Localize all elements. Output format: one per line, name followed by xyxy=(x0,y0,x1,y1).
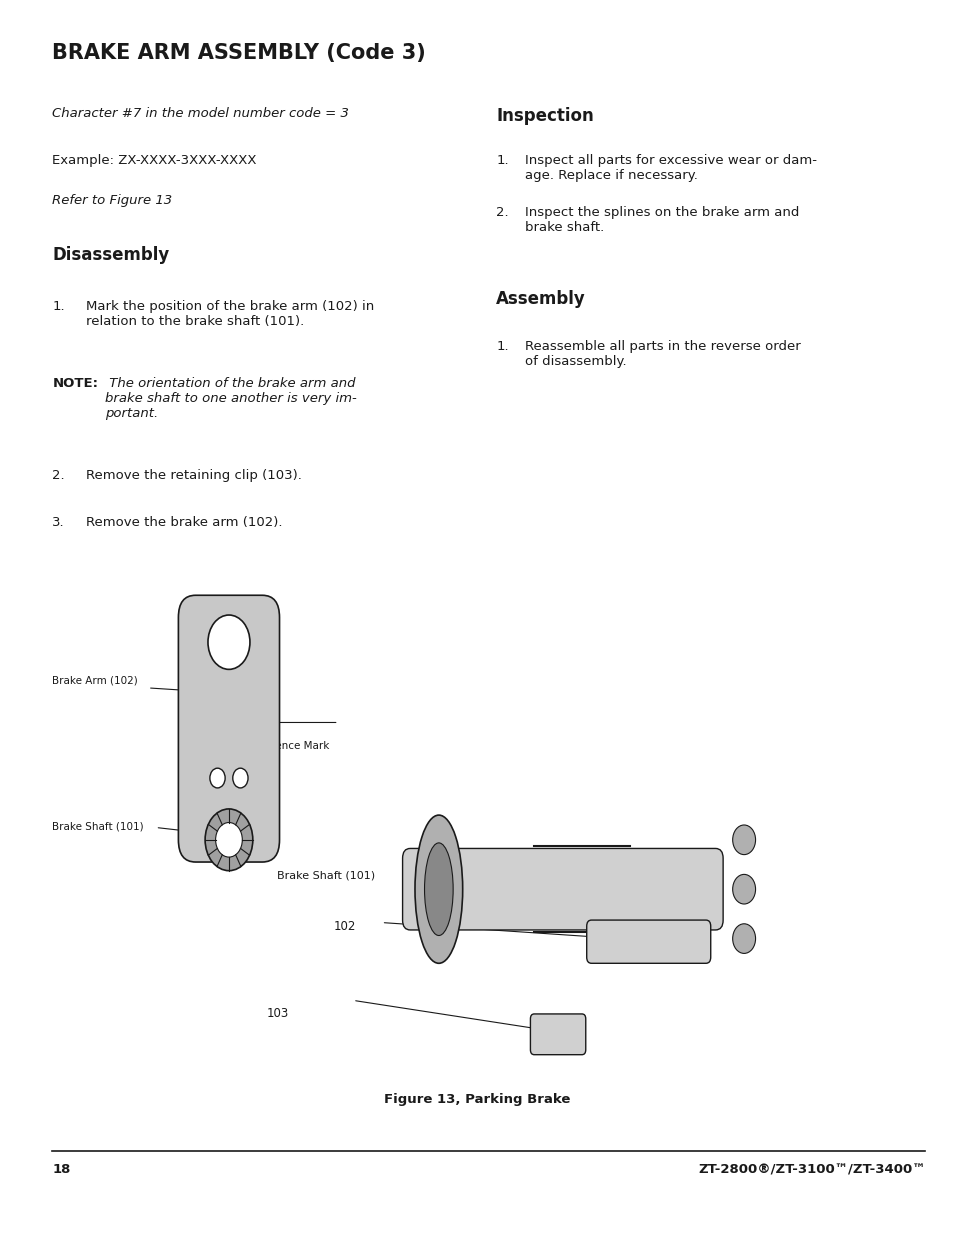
Text: Brake Shaft (101): Brake Shaft (101) xyxy=(52,821,144,831)
Text: Brake Arm (102): Brake Arm (102) xyxy=(52,676,138,685)
Text: 1.: 1. xyxy=(52,300,65,314)
FancyBboxPatch shape xyxy=(178,595,279,862)
Text: Remove the brake arm (102).: Remove the brake arm (102). xyxy=(86,516,282,530)
Text: Brake Shaft (101): Brake Shaft (101) xyxy=(276,871,375,881)
Ellipse shape xyxy=(415,815,462,963)
Text: Inspect all parts for excessive wear or dam-
age. Replace if necessary.: Inspect all parts for excessive wear or … xyxy=(524,154,816,183)
Text: Refer to Figure 13: Refer to Figure 13 xyxy=(52,194,172,207)
Text: Character #7 in the model number code = 3: Character #7 in the model number code = … xyxy=(52,107,349,121)
Text: ZT-2800®/ZT-3100™/ZT-3400™: ZT-2800®/ZT-3100™/ZT-3400™ xyxy=(698,1163,924,1177)
Text: Inspect the splines on the brake arm and
brake shaft.: Inspect the splines on the brake arm and… xyxy=(524,206,799,235)
Text: Disassembly: Disassembly xyxy=(52,246,170,264)
Text: Reassemble all parts in the reverse order
of disassembly.: Reassemble all parts in the reverse orde… xyxy=(524,340,800,368)
Text: Example: ZX-XXXX-3XXX-XXXX: Example: ZX-XXXX-3XXX-XXXX xyxy=(52,154,256,168)
Text: 102: 102 xyxy=(334,920,355,934)
Text: Reference Mark: Reference Mark xyxy=(248,741,329,751)
Text: Figure 13, Parking Brake: Figure 13, Parking Brake xyxy=(383,1093,570,1107)
Text: 18: 18 xyxy=(52,1163,71,1177)
Text: 2.: 2. xyxy=(52,469,65,483)
Ellipse shape xyxy=(424,842,453,936)
Text: Mark the position of the brake arm (102) in
relation to the brake shaft (101).: Mark the position of the brake arm (102)… xyxy=(86,300,374,329)
Text: 1.: 1. xyxy=(496,154,508,168)
Text: 2.: 2. xyxy=(496,206,508,220)
Circle shape xyxy=(233,768,248,788)
Circle shape xyxy=(210,768,225,788)
Circle shape xyxy=(732,825,755,855)
Text: Assembly: Assembly xyxy=(496,290,585,309)
Text: Remove the retaining clip (103).: Remove the retaining clip (103). xyxy=(86,469,301,483)
Circle shape xyxy=(732,874,755,904)
Circle shape xyxy=(205,809,253,871)
Text: 3.: 3. xyxy=(52,516,65,530)
Text: 1.: 1. xyxy=(496,340,508,353)
Text: BRAKE ARM ASSEMBLY (Code 3): BRAKE ARM ASSEMBLY (Code 3) xyxy=(52,43,426,63)
FancyBboxPatch shape xyxy=(586,920,710,963)
Circle shape xyxy=(215,823,242,857)
Text: Inspection: Inspection xyxy=(496,107,593,126)
FancyBboxPatch shape xyxy=(402,848,722,930)
Circle shape xyxy=(208,615,250,669)
Text: The orientation of the brake arm and
brake shaft to one another is very im-
port: The orientation of the brake arm and bra… xyxy=(105,377,356,420)
FancyBboxPatch shape xyxy=(530,1014,585,1055)
Circle shape xyxy=(732,924,755,953)
Text: 103: 103 xyxy=(267,1007,289,1020)
Text: NOTE:: NOTE: xyxy=(52,377,98,390)
